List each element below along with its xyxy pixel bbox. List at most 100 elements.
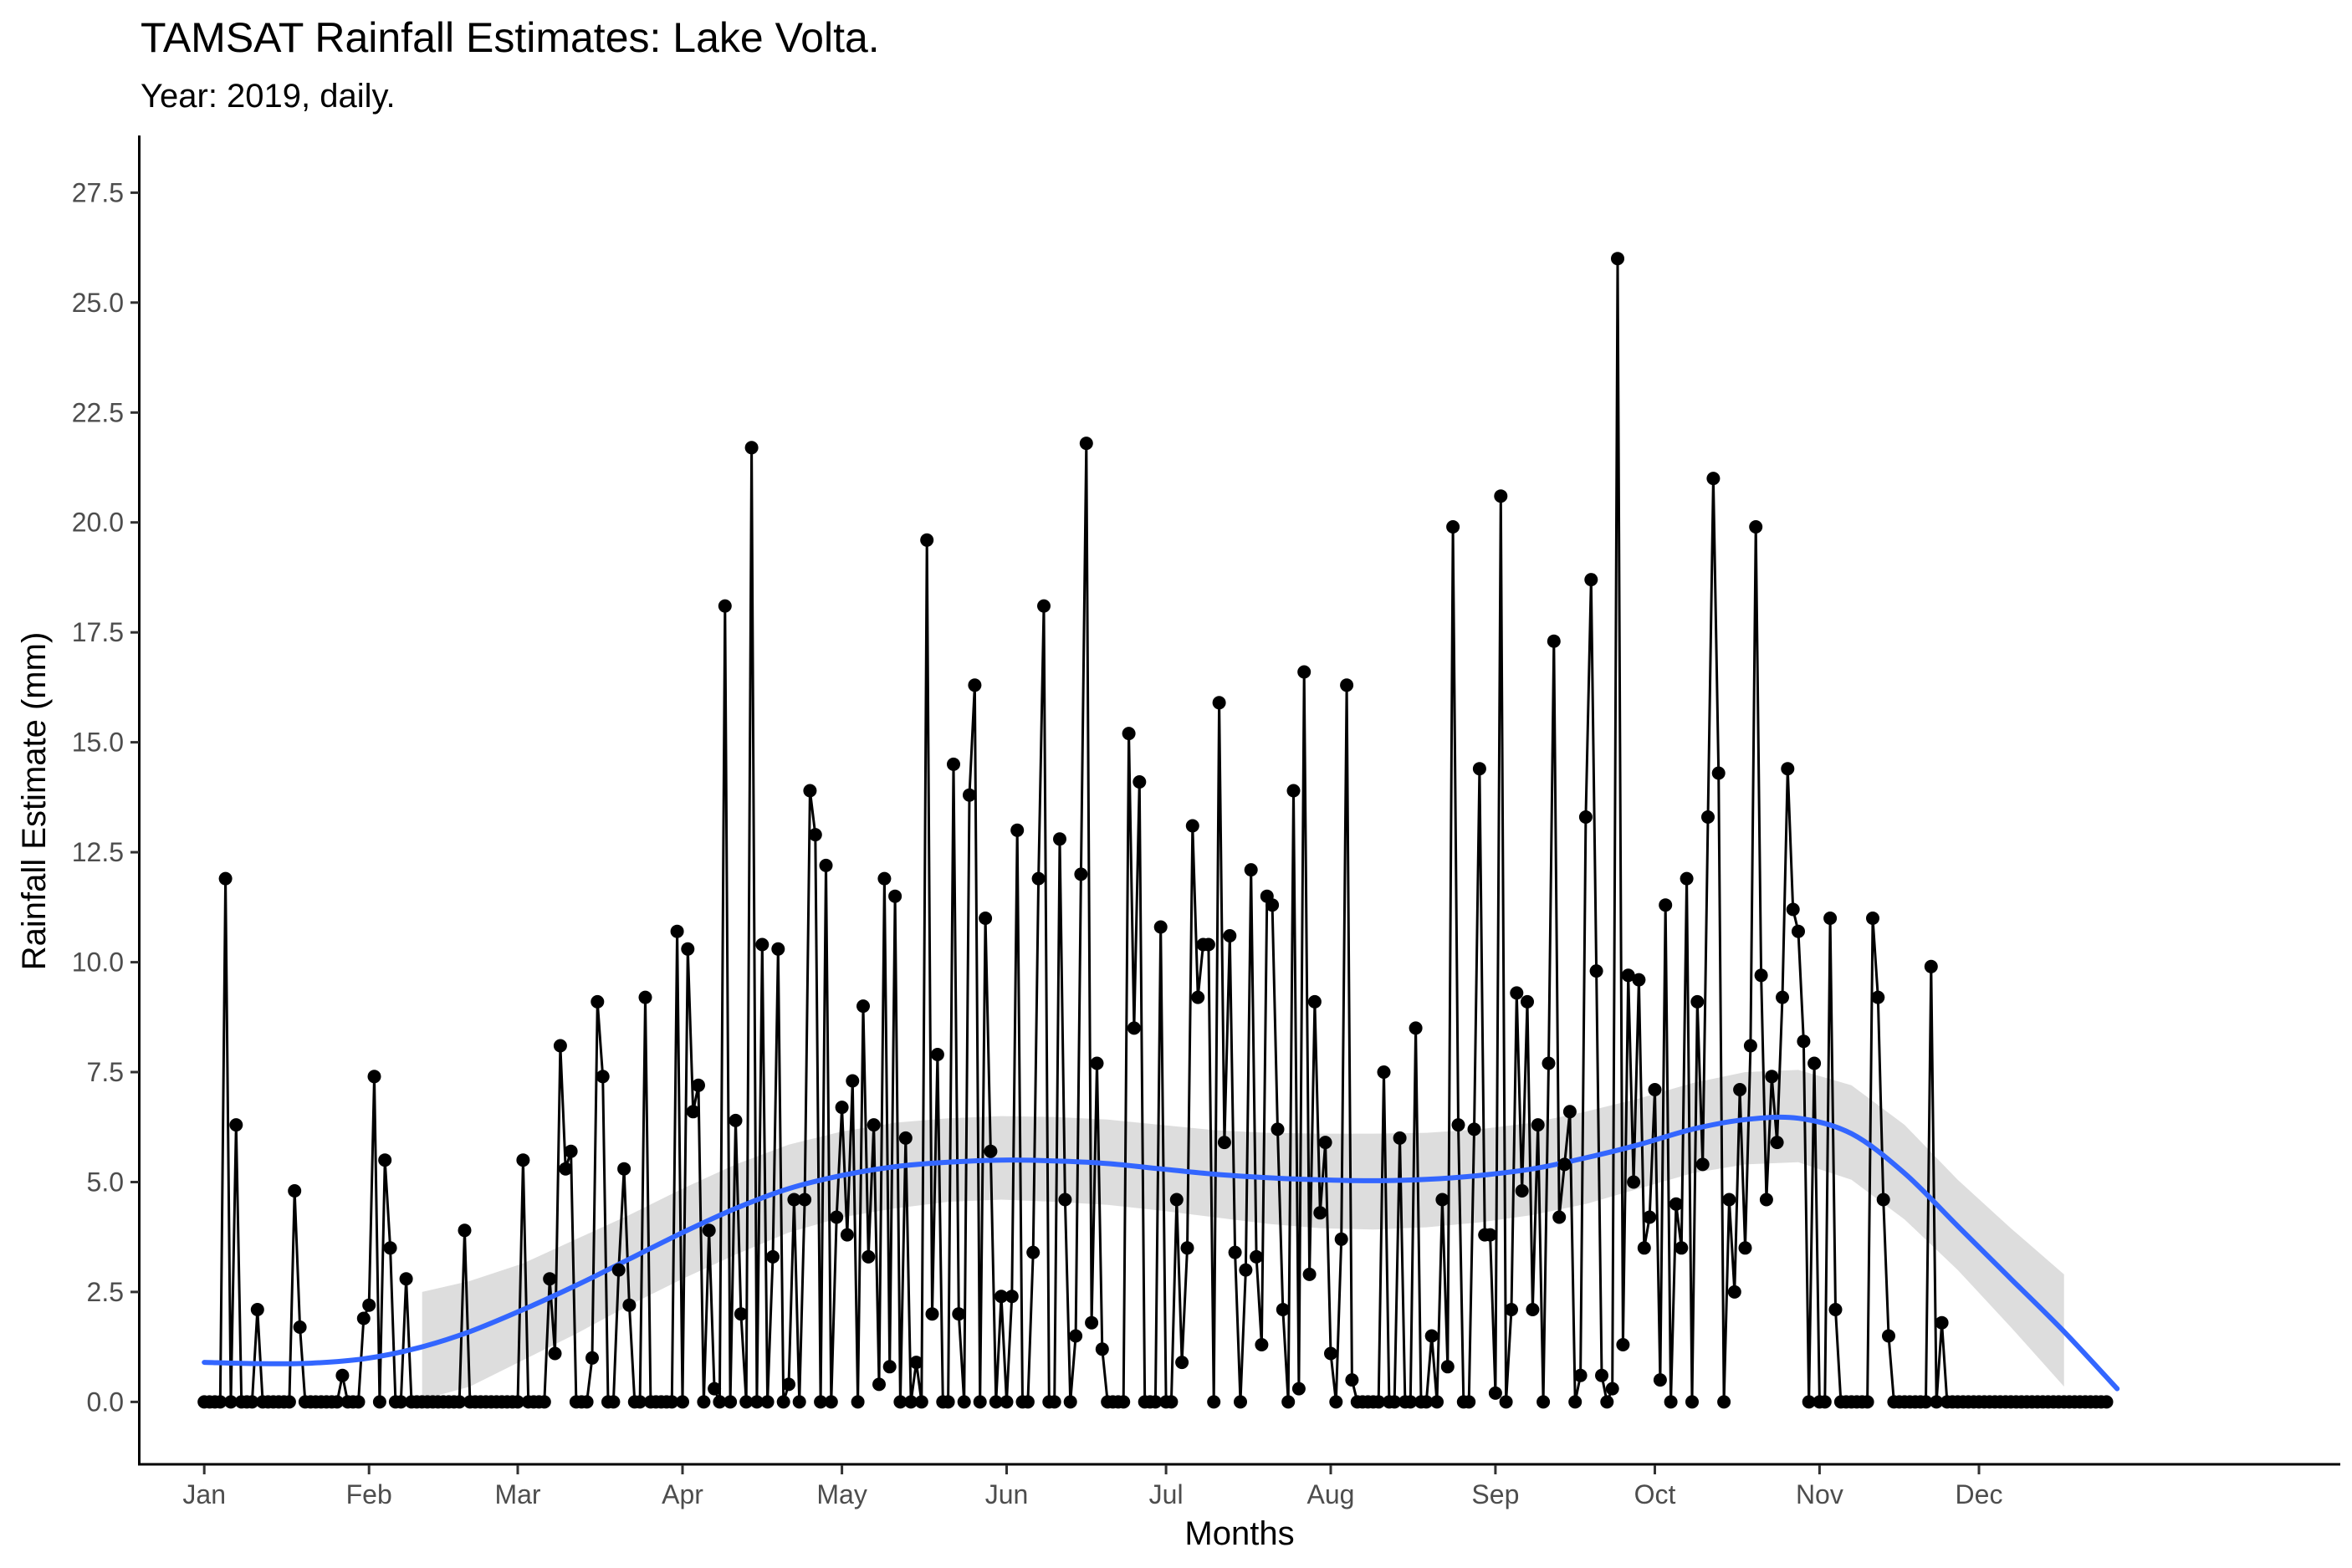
data-point bbox=[952, 1307, 966, 1321]
data-point bbox=[920, 533, 934, 547]
data-point bbox=[1866, 912, 1879, 925]
data-point bbox=[1685, 1395, 1699, 1409]
x-tick-label: Feb bbox=[346, 1479, 392, 1509]
data-point bbox=[633, 1395, 647, 1409]
data-point bbox=[1117, 1395, 1131, 1409]
data-point bbox=[1919, 1395, 1933, 1409]
data-point bbox=[1090, 1056, 1104, 1070]
smoothed-trend-line bbox=[202, 1114, 2120, 1392]
data-point bbox=[1424, 1329, 1439, 1343]
data-point bbox=[739, 1395, 754, 1409]
data-point bbox=[399, 1272, 413, 1286]
data-point bbox=[1079, 437, 1093, 451]
data-point bbox=[947, 757, 960, 771]
data-point bbox=[1627, 1175, 1641, 1189]
x-tick-label: Aug bbox=[1307, 1479, 1355, 1509]
data-point bbox=[330, 1395, 344, 1409]
data-point bbox=[1010, 823, 1025, 837]
data-point bbox=[606, 1395, 621, 1409]
data-point bbox=[771, 942, 785, 956]
data-point bbox=[1776, 990, 1789, 1004]
data-point bbox=[1180, 1241, 1194, 1255]
data-point bbox=[1578, 810, 1593, 824]
data-point bbox=[877, 871, 892, 886]
data-point bbox=[888, 889, 902, 903]
data-point bbox=[1472, 762, 1486, 776]
x-tick-label: Apr bbox=[662, 1479, 703, 1509]
data-point bbox=[749, 1395, 764, 1409]
data-point bbox=[989, 1395, 1003, 1409]
data-point bbox=[1324, 1346, 1337, 1361]
data-point bbox=[1063, 1395, 1077, 1409]
data-point bbox=[591, 994, 605, 1009]
data-point bbox=[681, 942, 695, 956]
data-point bbox=[1085, 1315, 1099, 1330]
data-point bbox=[1722, 1193, 1736, 1207]
data-point bbox=[697, 1395, 711, 1409]
data-point bbox=[1759, 1193, 1773, 1207]
data-point bbox=[930, 1048, 944, 1061]
data-point bbox=[1122, 727, 1136, 741]
data-point bbox=[1058, 1193, 1072, 1207]
data-point bbox=[1818, 1395, 1832, 1409]
y-tick-label: 25.0 bbox=[72, 288, 124, 318]
data-point bbox=[229, 1118, 243, 1132]
x-tick-label: Jul bbox=[1149, 1479, 1184, 1509]
data-point bbox=[1169, 1193, 1184, 1207]
data-point bbox=[1807, 1056, 1822, 1070]
data-point bbox=[1005, 1290, 1019, 1304]
x-axis-title: Months bbox=[1184, 1515, 1294, 1552]
data-point bbox=[250, 1303, 264, 1316]
data-point bbox=[824, 1395, 838, 1409]
data-point bbox=[596, 1070, 610, 1084]
data-point bbox=[559, 1162, 573, 1176]
data-point bbox=[543, 1272, 557, 1286]
data-point bbox=[1409, 1021, 1423, 1035]
data-point bbox=[1446, 520, 1460, 534]
data-point bbox=[1483, 1228, 1497, 1242]
data-point bbox=[1047, 1395, 1061, 1409]
data-point bbox=[1701, 810, 1715, 824]
x-tick-label: Oct bbox=[1634, 1479, 1676, 1509]
data-point bbox=[617, 1162, 631, 1176]
data-point bbox=[1031, 871, 1046, 886]
data-point bbox=[1659, 898, 1673, 912]
data-point bbox=[665, 1395, 679, 1409]
data-point bbox=[925, 1307, 939, 1321]
data-point bbox=[1255, 1338, 1269, 1351]
data-point bbox=[1871, 990, 1885, 1004]
data-point bbox=[1706, 472, 1721, 486]
data-point bbox=[1568, 1395, 1582, 1409]
data-point bbox=[1026, 1245, 1041, 1259]
data-point bbox=[1271, 1122, 1285, 1136]
data-point bbox=[611, 1263, 626, 1277]
data-point bbox=[909, 1356, 923, 1370]
data-point bbox=[1307, 994, 1322, 1009]
data-point bbox=[1265, 898, 1280, 912]
data-point bbox=[1164, 1395, 1179, 1409]
data-point bbox=[1291, 1382, 1306, 1396]
data-point bbox=[1589, 964, 1603, 978]
data-point bbox=[963, 788, 976, 802]
confidence-band bbox=[422, 1070, 2064, 1400]
data-point bbox=[914, 1395, 928, 1409]
data-point bbox=[1680, 871, 1694, 886]
data-point bbox=[1695, 1157, 1710, 1172]
data-point bbox=[1733, 1083, 1747, 1096]
data-point bbox=[973, 1395, 987, 1409]
data-point bbox=[1372, 1395, 1386, 1409]
data-point bbox=[1244, 863, 1258, 877]
data-point bbox=[1404, 1395, 1418, 1409]
data-point bbox=[1616, 1338, 1630, 1351]
data-point bbox=[564, 1144, 578, 1158]
data-point bbox=[1000, 1395, 1014, 1409]
data-point bbox=[1388, 1395, 1402, 1409]
data-point bbox=[1153, 920, 1168, 934]
data-point bbox=[670, 924, 684, 938]
y-tick-label: 0.0 bbox=[87, 1387, 124, 1417]
data-point bbox=[1053, 832, 1066, 846]
y-tick-label: 15.0 bbox=[72, 728, 124, 758]
data-point bbox=[1467, 1122, 1481, 1136]
data-point bbox=[1201, 937, 1215, 952]
data-point bbox=[1515, 1184, 1529, 1198]
